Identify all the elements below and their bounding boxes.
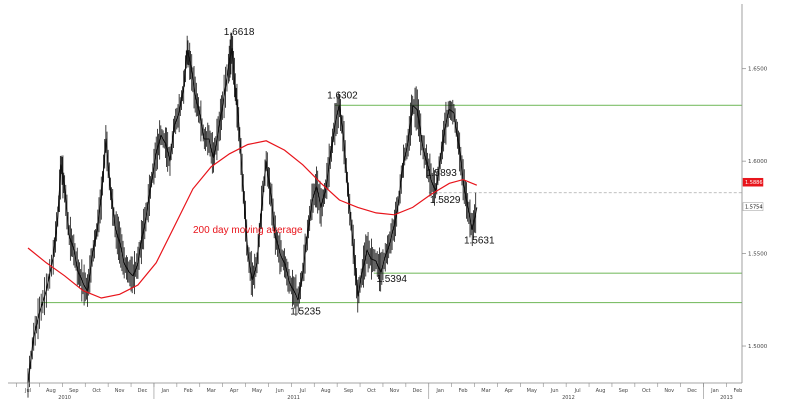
y-tick-label: 1.6500	[748, 67, 768, 73]
x-tick-label: Nov	[115, 388, 125, 394]
x-tick-label: Aug	[596, 388, 606, 394]
annotation-label: 1.5893	[426, 168, 457, 179]
x-tick-label: May	[252, 388, 262, 394]
axes: 1.5000 1.5500 1.6000 1.6500 1.5886 1.5754 Jul A…	[8, 4, 768, 401]
horizontal-levels	[40, 104, 742, 304]
y-tick-label: 1.6000	[748, 159, 768, 165]
x-tick-label: May	[527, 388, 537, 394]
x-tick-label: Oct	[642, 388, 651, 394]
x-tick-label: Apr	[230, 388, 240, 394]
x-tick-label: Jan	[710, 388, 719, 394]
x-tick-label: Nov	[390, 388, 400, 394]
x-tick-label: Oct	[367, 388, 376, 394]
year-label: 2010	[58, 395, 71, 401]
x-tick-label: Sep	[619, 388, 628, 394]
x-tick-label: Feb	[459, 388, 468, 394]
annotations: 1.6618 1.6302 1.5235 1.5394 1.5829 1.5893 1.56…	[224, 27, 495, 318]
x-tick-label: Aug	[46, 388, 56, 394]
x-tick-label: Jul	[24, 388, 31, 394]
annotation-label: 1.6618	[224, 27, 255, 38]
price-flag	[742, 177, 764, 187]
x-tick-label: Jul	[574, 388, 581, 394]
x-tick-label: Aug	[321, 388, 331, 394]
x-tick-label: Sep	[69, 388, 78, 394]
x-tick-label: Jan	[435, 388, 444, 394]
annotation-label: 1.5631	[464, 235, 495, 246]
x-tick-label: Feb	[184, 388, 193, 394]
year-label: 2011	[287, 395, 300, 401]
annotation-label: 1.5829	[430, 195, 461, 206]
x-tick-label: Dec	[412, 388, 422, 394]
moving-average-series	[27, 140, 478, 299]
annotation-label: 1.6302	[327, 90, 358, 101]
y-tick-label: 1.5500	[748, 252, 768, 258]
x-tick-label: Jun	[275, 388, 284, 394]
annotation-label: 1.5394	[376, 274, 407, 285]
price-series	[27, 32, 478, 398]
moving-average-label: 200 day moving average	[193, 225, 303, 236]
y-tick-label: 1.5000	[748, 344, 768, 350]
x-tick-label: Jan	[161, 388, 170, 394]
x-tick-label: Mar	[481, 388, 491, 394]
year-label: 2013	[720, 395, 733, 401]
x-tick-label: Feb	[733, 388, 742, 394]
x-tick-label: Sep	[344, 388, 353, 394]
x-tick-label: Jun	[550, 388, 559, 394]
price-flag	[742, 202, 764, 211]
x-tick-label: Apr	[505, 388, 515, 394]
year-label: 2012	[562, 395, 575, 401]
price-flag-label: 1.5754	[745, 205, 763, 211]
x-tick-label: Dec	[687, 388, 697, 394]
x-tick-label: Mar	[206, 388, 216, 394]
price-flag-label: 1.5886	[745, 180, 763, 186]
x-tick-label: Dec	[138, 388, 148, 394]
x-tick-label: Nov	[664, 388, 674, 394]
moving-average-line	[27, 140, 478, 299]
x-tick-label: Oct	[92, 388, 101, 394]
x-tick-label: Jul	[299, 388, 306, 394]
annotation-label: 1.5235	[290, 307, 321, 318]
